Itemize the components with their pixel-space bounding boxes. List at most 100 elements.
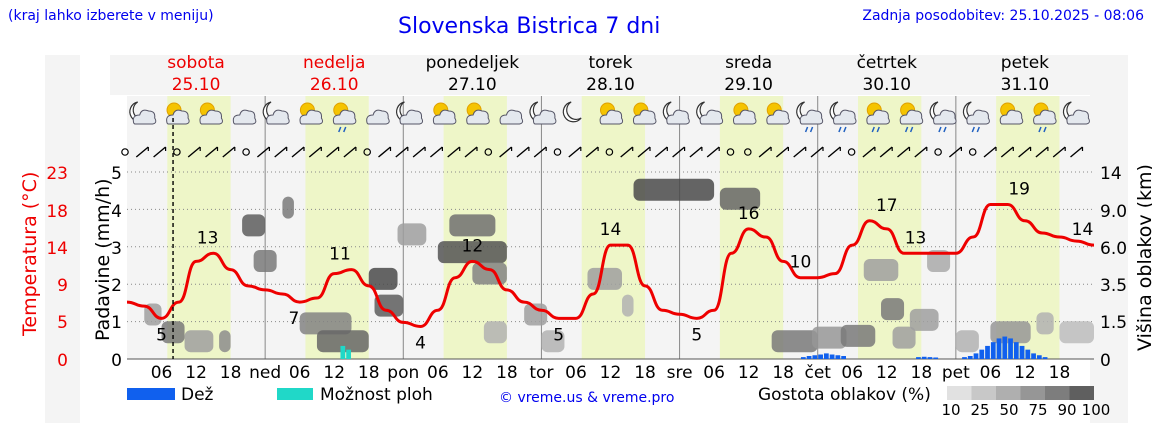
cloud-shape [766,109,790,125]
calm-wind-marker [363,148,372,156]
cloud-layer [927,250,951,273]
right-panel-background [1090,55,1128,423]
rain-bar [1042,357,1048,359]
day-date: 25.10 [172,75,221,95]
shower-bar [346,349,351,359]
showers-legend-label: Možnost ploh [320,385,433,405]
cloud-layer [219,330,231,353]
rain-bar [812,355,818,359]
cloud-shape [132,109,157,125]
cloud-layer [316,330,369,353]
cloud-layer [587,267,623,290]
rain-bar [1025,349,1031,359]
x-tick-label: čet [804,363,831,383]
cloud-moon-rain-icon [962,101,990,133]
wind-barb [1052,146,1066,158]
calm-wind-marker [847,148,856,156]
x-tick-label: 18 [358,363,380,383]
sun-cloud-rain-icon [899,102,924,133]
x-tick-label: 12 [323,363,345,383]
rain-bar [1008,338,1013,359]
rain-bar [916,357,921,359]
wind-barb [135,146,149,158]
wind-barb [585,146,599,158]
precipitation-tick: 2 [111,276,122,296]
wind-barb [1070,146,1083,158]
cloud-height-tick: 1.5 [1100,313,1127,333]
day-name: četrtek [857,53,918,73]
wind-barb [222,146,236,158]
calm-wind-marker [726,148,735,156]
location-hint[interactable]: (kraj lahko izberete v meniju) [8,8,214,24]
rain-bar [921,356,927,359]
cloud-height-tick: 6.0 [1100,239,1127,259]
wind-barb [775,146,789,158]
cloud-shape [999,109,1024,125]
precipitation-tick: 5 [111,164,122,184]
cloud-layer [397,223,427,246]
cloud-icon [232,109,257,125]
rain-drops [938,126,947,133]
calm-wind-marker [484,148,493,156]
cloud-layer [368,267,398,290]
cloud-moon-icon [662,101,690,125]
rain-bar [823,353,829,359]
day-date: 28.10 [586,75,635,95]
shower-bar [340,345,346,359]
cloud-shape [899,109,924,125]
wind-barb [447,146,461,158]
calm-wind-marker [242,148,250,156]
calm-wind-marker [605,148,614,156]
credit-link: © vreme.us & vreme.pro [499,390,674,406]
cloud-layer [472,262,507,285]
x-tick-label: pon [387,363,419,383]
cloud-shape [266,109,290,125]
rain-bar [829,354,835,359]
cloud-layer [483,321,507,344]
wind-barb [672,146,686,158]
cloud-layer [1059,321,1094,344]
wind-barb [983,146,997,158]
wind-barb [1018,146,1032,158]
left-panel-background [45,55,80,423]
cloud-shape [866,109,890,125]
calm-wind-marker [553,148,562,156]
daytime-band [167,96,231,359]
wind-barb [308,146,322,158]
x-tick-label: 18 [496,363,518,383]
rain-drops [338,126,347,133]
cloud-moon-icon [129,101,157,125]
cloud-density-title: Gostota oblakov (%) [758,385,931,405]
rain-bar [927,357,933,359]
sun-cloud-icon [466,102,490,125]
x-tick-label: 06 [980,363,1002,383]
x-tick-label: 18 [772,363,794,383]
cloud-layer [184,330,214,353]
wind-barb [533,146,547,158]
precipitation-tick: 1 [111,313,122,333]
rain-bar [985,345,990,359]
temperature-tick: 23 [46,164,68,184]
wind-barb [429,146,443,158]
day-date: 26.10 [310,75,359,95]
temperature-label: 7 [289,309,300,329]
cloud-layer [881,298,905,321]
wind-barb [914,146,928,158]
wind-barb [827,146,841,158]
day-name: ponedeljek [426,53,520,73]
cloud-shape [699,109,724,125]
cloud-layer [909,308,939,331]
cloud-layer [892,326,916,349]
showers-legend-swatch [277,388,313,400]
x-tick-label: 06 [703,363,725,383]
calm-wind-marker [743,148,752,156]
cloud-moon-icon [529,101,557,125]
sun-cloud-icon [299,102,324,125]
cloud-shape [933,109,957,125]
day-name: sobota [167,53,225,73]
wind-barb [187,146,201,158]
day-date: 27.10 [448,75,497,95]
day-header-background [110,55,1090,95]
temperature-tick: 5 [57,313,68,333]
